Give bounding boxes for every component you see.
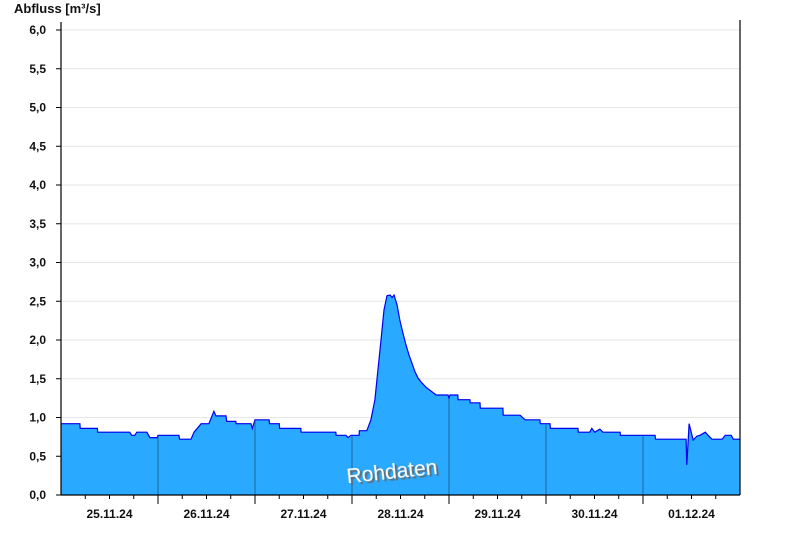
y-tick-label: 0,0 bbox=[29, 488, 46, 502]
y-tick-label: 5,5 bbox=[29, 62, 46, 76]
x-tick-label: 29.11.24 bbox=[474, 507, 520, 521]
grid-lines bbox=[61, 29, 740, 457]
x-tick-label: 28.11.24 bbox=[377, 507, 423, 521]
y-tick-label: 4,5 bbox=[29, 139, 46, 153]
y-tick-label: 2,5 bbox=[29, 294, 46, 308]
y-tick-label: 1,0 bbox=[29, 411, 46, 425]
series-line bbox=[61, 293, 740, 465]
x-axis-ticks: 25.11.24 26.11.24 27.11.24 28.11.24 29.11.24… bbox=[84, 495, 717, 521]
y-tick-label: 3,0 bbox=[29, 256, 46, 270]
y-axis-title: Abfluss [m³/s] bbox=[14, 1, 101, 16]
x-tick-label: 01.12.24 bbox=[668, 507, 715, 521]
y-tick-label: 4,0 bbox=[29, 178, 46, 192]
x-tick-label: 25.11.24 bbox=[86, 507, 132, 521]
y-tick-label: 3,5 bbox=[29, 217, 46, 231]
y-tick-label: 0,5 bbox=[29, 449, 46, 463]
y-tick-label: 2,0 bbox=[29, 333, 46, 347]
y-tick-label: 6,0 bbox=[29, 23, 46, 37]
area-fill bbox=[61, 295, 740, 495]
data-area bbox=[61, 293, 740, 495]
day-separator-lines bbox=[157, 399, 644, 495]
y-tick-label: 5,0 bbox=[29, 101, 46, 115]
x-tick-label: 26.11.24 bbox=[183, 507, 229, 521]
y-axis-ticks: 0,0 0,5 1,0 1,5 2,0 2,5 3,0 3,5 4,0 4,5 5,0 5,5 6,0 bbox=[29, 23, 61, 502]
y-tick-label: 1,5 bbox=[29, 372, 46, 386]
x-tick-label: 30.11.24 bbox=[571, 507, 617, 521]
x-tick-label: 27.11.24 bbox=[280, 507, 326, 521]
